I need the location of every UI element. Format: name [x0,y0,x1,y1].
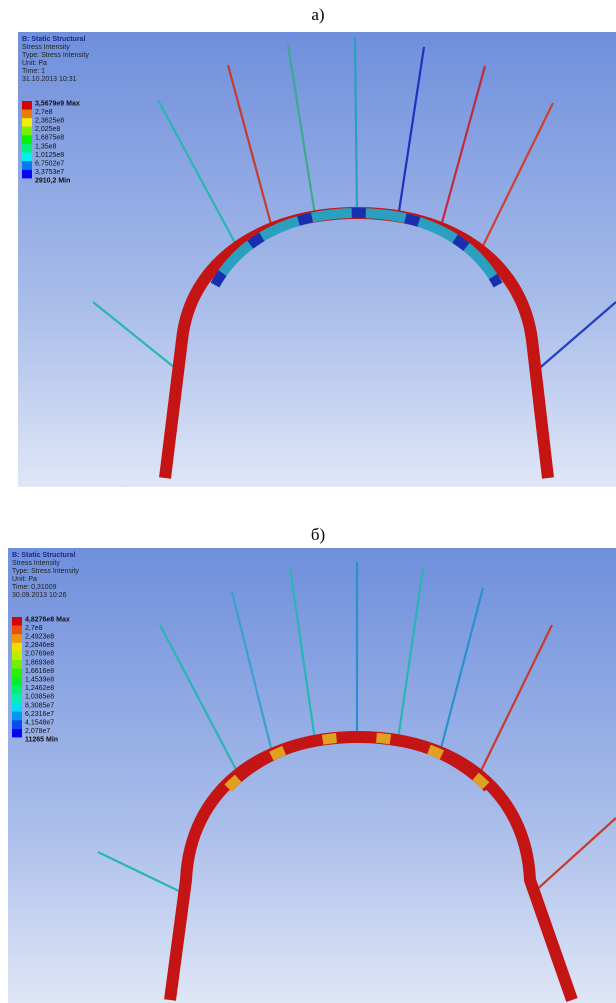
info-line: B: Static Structural [22,36,85,43]
legend-swatch [12,634,22,643]
legend-label: 8,3085e7 [25,702,54,709]
info-line: Type: Stress Intensity [22,52,89,59]
legend-label: 1,4539e8 [25,677,54,684]
info-line: Time: 1 [22,68,45,75]
legend-swatch [22,118,32,127]
legend-label: 1,35e8 [35,143,57,150]
legend-label: 6,2316e7 [25,711,54,718]
panel-label: а) [311,5,324,24]
legend-swatch [22,135,32,144]
legend-swatch [12,677,22,686]
info-line: 30.09.2013 10:26 [12,592,67,599]
legend-swatch [22,170,32,179]
legend-label: 2,7e8 [25,625,43,632]
legend-label: 1,2462e8 [25,685,54,692]
legend-label: 1,6616e8 [25,668,54,675]
legend-label: 11265 Min [25,737,58,744]
legend-swatch [12,686,22,695]
legend-swatch [22,153,32,162]
info-line: 31.10.2013 10:31 [22,76,77,83]
info-line: Time: 0,31009 [12,584,57,591]
legend-swatch [12,617,22,626]
legend-label: 4,1548e7 [25,720,54,727]
legend-label: 2,025e8 [35,126,60,133]
legend-swatch [12,712,22,721]
info-line: B: Static Structural [12,552,75,559]
legend-label: 6,7502e7 [35,161,64,168]
legend-label: 1,0125e8 [35,152,64,159]
legend-label: 2,2846e8 [25,642,54,649]
panel-label: б) [311,525,325,544]
legend-label: 2910,2 Min [35,178,70,185]
legend-swatch [12,669,22,678]
info-line: Type: Stress Intensity [12,568,79,575]
info-line: Stress Intensity [22,44,70,51]
legend-swatch [22,161,32,170]
legend-label: 1,0385e8 [25,694,54,701]
viewport [18,32,616,487]
legend-swatch [12,720,22,729]
legend-swatch [12,643,22,652]
legend-label: 2,0769e8 [25,651,54,658]
info-line: Unit: Pa [12,576,37,583]
legend-swatch [12,660,22,669]
legend-swatch [12,626,22,635]
legend-label: 3,5679e9 Max [35,100,80,107]
legend-label: 4,8276e8 Max [25,616,70,623]
viewport [8,548,616,1003]
legend-swatch [12,694,22,703]
legend-swatch [12,703,22,712]
legend-label: 1,8693e8 [25,659,54,666]
legend-swatch [12,651,22,660]
legend-label: 1,6875e8 [35,135,64,142]
legend-label: 2,7e8 [35,109,53,116]
legend-swatch [22,101,32,110]
info-line: Unit: Pa [22,60,47,67]
legend-label: 2,4923e8 [25,634,54,641]
legend-swatch [22,127,32,136]
legend-swatch [12,729,22,738]
figure: а)B: Static StructuralStress IntensityTy… [0,0,616,1003]
info-line: Stress Intensity [12,560,60,567]
legend-label: 2,078e7 [25,728,50,735]
legend-label: 2,3625e8 [35,118,64,125]
legend-swatch [22,144,32,153]
legend-swatch [22,110,32,119]
legend-label: 3,3753e7 [35,169,64,176]
